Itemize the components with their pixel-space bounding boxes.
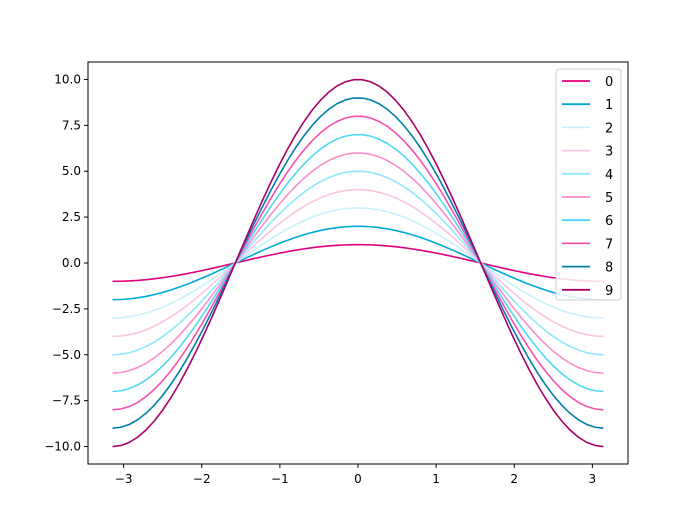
y-tick-label: 2.5 <box>62 210 81 224</box>
x-tick-label: −3 <box>115 472 133 486</box>
x-tick-label: −2 <box>193 472 211 486</box>
plot-lines <box>112 78 604 448</box>
x-tick-label: 0 <box>354 472 362 486</box>
series-line-4 <box>112 170 604 356</box>
y-tick-label: −7.5 <box>52 394 81 408</box>
legend-label-9: 9 <box>605 284 613 299</box>
series-line-1 <box>112 225 604 301</box>
legend-label-0: 0 <box>605 75 613 90</box>
series-line-0 <box>112 243 604 283</box>
legend-label-1: 1 <box>605 98 613 113</box>
y-tick-label: −10.0 <box>44 440 81 454</box>
legend-label-8: 8 <box>605 261 613 276</box>
legend-label-3: 3 <box>605 145 613 160</box>
y-tick-label: 0.0 <box>62 256 81 270</box>
legend-label-6: 6 <box>605 214 613 229</box>
series-line-3 <box>112 188 604 338</box>
x-tick-label: 3 <box>589 472 597 486</box>
series-line-7 <box>112 115 604 411</box>
y-tick-label: −5.0 <box>52 348 81 362</box>
x-tick-label: 2 <box>510 472 518 486</box>
y-tick-label: 10.0 <box>54 72 81 86</box>
y-tick-label: 7.5 <box>62 118 81 132</box>
legend: 0 1 2 3 4 5 6 7 8 9 <box>555 68 622 301</box>
x-tick-label: 1 <box>432 472 440 486</box>
series-line-5 <box>112 152 604 374</box>
x-tick-label: −1 <box>271 472 289 486</box>
series-line-6 <box>112 133 604 393</box>
y-axis: −10.0 −7.5 −5.0 −2.5 0.0 2.5 5.0 7.5 10.0 <box>44 72 88 454</box>
series-line-8 <box>112 97 604 430</box>
legend-label-5: 5 <box>605 191 613 206</box>
x-axis: −3 −2 −1 0 1 2 3 <box>115 464 596 486</box>
y-tick-label: −2.5 <box>52 302 81 316</box>
legend-label-2: 2 <box>605 121 613 136</box>
legend-label-4: 4 <box>605 168 613 183</box>
y-tick-label: 5.0 <box>62 164 81 178</box>
legend-label-7: 7 <box>605 237 613 252</box>
series-line-9 <box>112 78 604 448</box>
series-line-2 <box>112 207 604 319</box>
